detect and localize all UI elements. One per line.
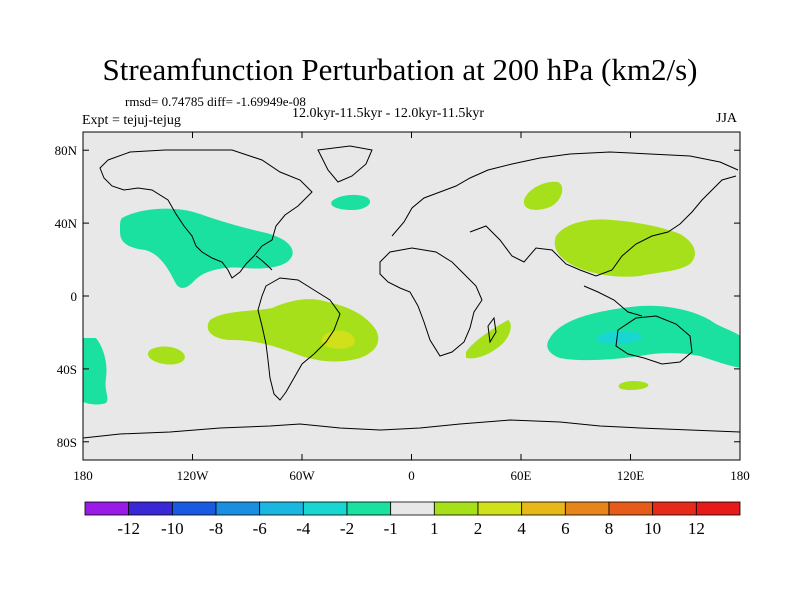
colorbar-box xyxy=(477,501,523,516)
colorbar-label: -12 xyxy=(117,519,140,538)
lat-tick-label: 40N xyxy=(55,216,78,231)
colorbar-label: 2 xyxy=(474,519,483,538)
colorbar-label: -6 xyxy=(253,519,267,538)
coastline-europe xyxy=(391,151,739,237)
coastlines xyxy=(83,145,740,439)
colorbar-box xyxy=(564,501,610,516)
indian-ocean-core xyxy=(596,331,642,344)
colorbar-box xyxy=(652,501,697,516)
south-pacific-negative xyxy=(83,338,108,405)
colorbar-box xyxy=(390,501,435,516)
coastline-africa xyxy=(379,247,483,357)
south-pacific-positive xyxy=(147,346,185,365)
coastline-south-america xyxy=(257,277,341,401)
coastline-antarctica xyxy=(83,419,740,439)
colorbar-box xyxy=(215,501,261,516)
lat-tick-label: 40S xyxy=(57,362,77,377)
colorbar-box xyxy=(128,501,173,516)
colorbar-label: -10 xyxy=(161,519,184,538)
colorbar-label: -2 xyxy=(340,519,354,538)
colorbar-label: 4 xyxy=(517,519,526,538)
rmsd-diff-label: rmsd= 0.74785 diff= -1.69949e-08 xyxy=(125,94,306,109)
colorbar-box xyxy=(695,501,741,516)
colorbar-box xyxy=(346,501,392,516)
colorbar-box xyxy=(521,501,566,516)
coastline-indonesia xyxy=(583,285,643,317)
latitude-axis: 80N 40N 0 40S 80S xyxy=(55,143,740,450)
coastline-australia xyxy=(615,315,693,365)
colorbar-label: -8 xyxy=(209,519,223,538)
colorbar-label: 10 xyxy=(644,519,661,538)
longitude-axis: 180 120W 60W 0 60E 120E 180 xyxy=(73,132,750,483)
colorbar-box xyxy=(171,501,217,516)
colorbar-label: 8 xyxy=(605,519,614,538)
lon-tick-label: 180 xyxy=(730,468,750,483)
colorbar-box xyxy=(302,501,348,516)
coastline-greenland xyxy=(317,145,373,183)
south-indian-positive xyxy=(618,381,649,390)
lon-tick-label: 180 xyxy=(73,468,93,483)
colorbar-label: -4 xyxy=(296,519,311,538)
lon-tick-label: 0 xyxy=(408,468,415,483)
colorbar-box xyxy=(259,501,304,516)
lat-tick-label: 80N xyxy=(55,143,78,158)
experiment-label: Expt = tejuj-tejug xyxy=(82,113,181,128)
lon-tick-label: 120W xyxy=(177,468,210,483)
coastline-central-america xyxy=(255,255,273,271)
map-background xyxy=(83,132,740,460)
south-africa-positive xyxy=(466,320,511,359)
season-label: JJA xyxy=(716,111,738,126)
colorbar: -12 -10 -8 -6 -4 -2 -1 1 2 4 6 8 10 12 xyxy=(84,501,741,538)
colorbar-label: 12 xyxy=(688,519,705,538)
central-asia-positive xyxy=(523,181,563,210)
lat-tick-label: 0 xyxy=(71,289,78,304)
colorbar-box xyxy=(84,501,130,516)
lon-tick-label: 60W xyxy=(289,468,315,483)
colorbar-label: 6 xyxy=(561,519,570,538)
colorbar-label: 1 xyxy=(430,519,439,538)
coastline-north-america xyxy=(99,149,313,279)
colorbar-box xyxy=(608,501,654,516)
lon-tick-label: 120E xyxy=(617,468,645,483)
lat-tick-label: 80S xyxy=(57,435,77,450)
lon-tick-label: 60E xyxy=(511,468,532,483)
colorbar-label: -1 xyxy=(384,519,398,538)
north-pacific-negative xyxy=(120,208,293,288)
colorbar-box xyxy=(433,501,479,516)
north-atlantic-negative xyxy=(331,194,371,210)
coastline-madagascar xyxy=(487,316,497,344)
period-label: 12.0kyr-11.5kyr - 12.0kyr-11.5kyr xyxy=(292,106,485,121)
plot-title: Streamfunction Perturbation at 200 hPa (… xyxy=(102,52,698,87)
coastline-asia xyxy=(469,175,737,277)
